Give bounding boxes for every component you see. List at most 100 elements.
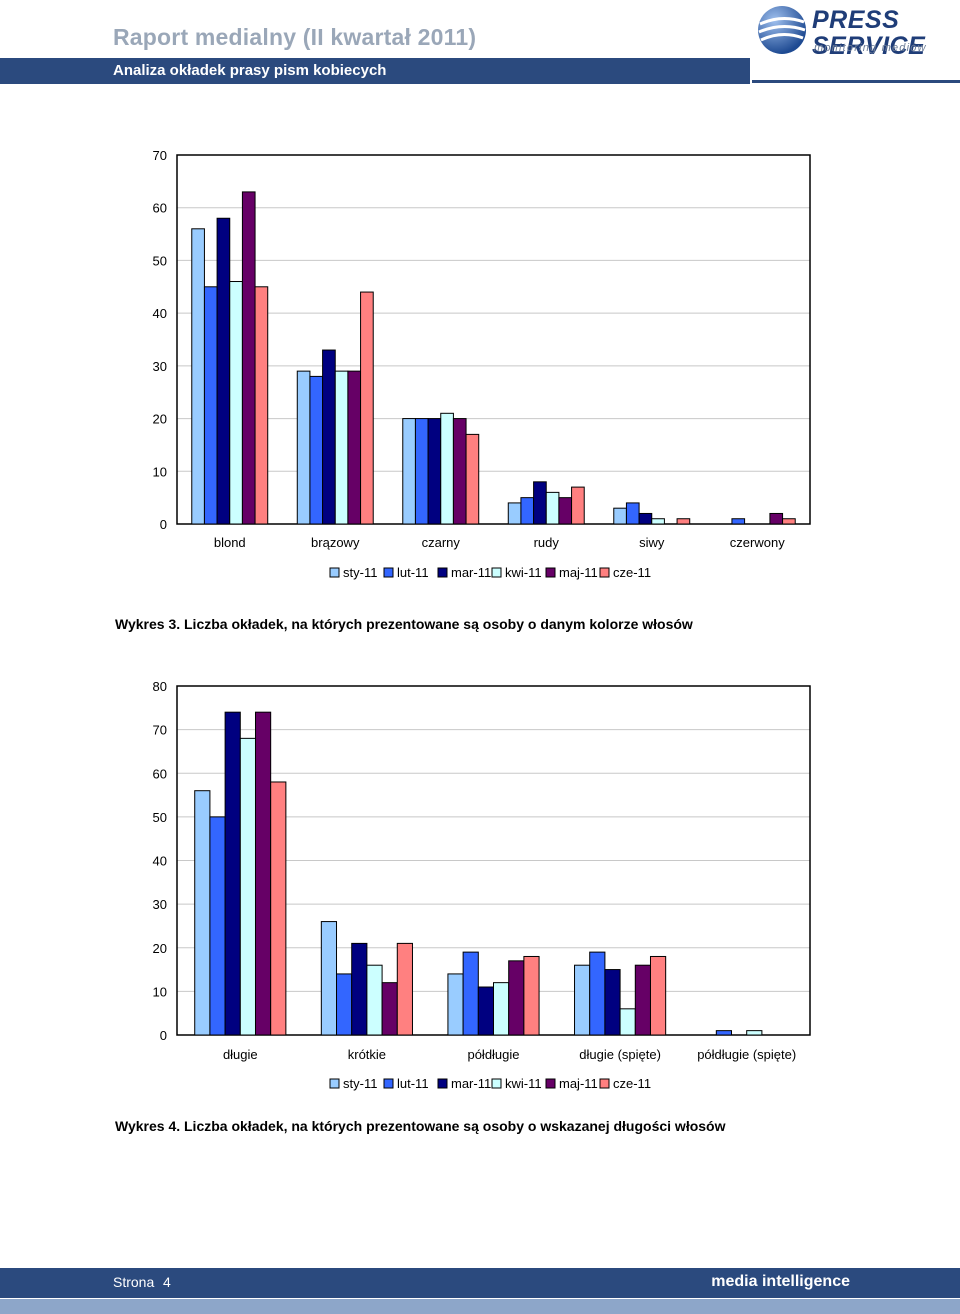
category-label: brązowy — [311, 535, 360, 550]
legend-swatch — [491, 1078, 502, 1089]
bar-maj-11-2 — [508, 960, 525, 1036]
bar-cze-11-1 — [360, 291, 374, 525]
legend-item-sty-11: sty-11 — [329, 565, 377, 580]
logo-wordmark: PRESS SERVICE — [812, 6, 926, 60]
legend-label: cze-11 — [613, 1076, 651, 1091]
bar-sty-11-0 — [194, 790, 211, 1036]
bar-maj-11-2 — [452, 418, 467, 525]
bar-sty-11-4 — [613, 507, 627, 525]
bar-kwi-11-4 — [746, 1030, 763, 1036]
legend-item-maj-11: maj-11 — [545, 1076, 598, 1091]
bar-mar-11-3 — [533, 481, 547, 525]
page-number: 4 — [163, 1274, 171, 1290]
legend-swatch — [329, 1078, 340, 1089]
legend-label: maj-11 — [559, 1076, 598, 1091]
bar-mar-11-0 — [224, 711, 241, 1036]
y-tick-label: 40 — [153, 854, 167, 869]
header-bar: Analiza okładek prasy pism kobiecych — [0, 58, 750, 84]
footer-bar-accent — [0, 1299, 960, 1314]
legend-item-kwi-11: kwi-11 — [491, 565, 542, 580]
chart-caption-hair-color: Wykres 3. Liczba okładek, na których pre… — [115, 616, 693, 632]
category-label: krótkie — [348, 1047, 386, 1062]
legend-label: lut-11 — [397, 565, 429, 580]
y-tick-label: 50 — [153, 253, 167, 268]
legend-label: cze-11 — [613, 565, 651, 580]
bar-maj-11-0 — [254, 711, 272, 1036]
bar-kwi-11-3 — [545, 491, 560, 525]
bar-maj-11-3 — [634, 964, 651, 1036]
bar-cze-11-1 — [396, 942, 413, 1036]
bar-lut-11-5 — [731, 518, 746, 525]
y-tick-label: 70 — [153, 148, 167, 163]
bar-sty-11-3 — [507, 502, 522, 525]
legend-item-cze-11: cze-11 — [599, 565, 651, 580]
category-label: długie (spięte) — [579, 1047, 661, 1062]
legend-label: lut-11 — [397, 1076, 429, 1091]
legend-label: mar-11 — [451, 565, 491, 580]
legend-item-cze-11: cze-11 — [599, 1076, 651, 1091]
y-tick-label: 70 — [153, 723, 167, 738]
legend-label: kwi-11 — [505, 1076, 542, 1091]
legend-item-mar-11: mar-11 — [437, 1076, 491, 1091]
bar-sty-11-3 — [574, 964, 591, 1036]
category-label: rudy — [534, 535, 560, 550]
page-label: Strona — [113, 1274, 155, 1290]
bar-mar-11-2 — [427, 418, 442, 525]
bar-cze-11-4 — [676, 518, 691, 525]
y-tick-label: 30 — [153, 359, 167, 374]
y-tick-label: 60 — [153, 201, 167, 216]
plot-area — [176, 154, 811, 525]
legend-swatch — [491, 567, 502, 578]
legend-swatch — [383, 1078, 394, 1089]
y-tick-label: 50 — [153, 810, 167, 825]
bar-lut-11-4 — [715, 1030, 733, 1036]
y-tick-label: 60 — [153, 766, 167, 781]
legend-swatch — [383, 567, 394, 578]
bar-sty-11-2 — [447, 973, 464, 1036]
bar-cze-11-0 — [254, 286, 269, 525]
bar-lut-11-1 — [336, 973, 353, 1036]
legend-swatch — [329, 567, 340, 578]
legend-item-mar-11: mar-11 — [437, 565, 491, 580]
category-label: czerwony — [730, 535, 785, 550]
legend-swatch — [545, 567, 556, 578]
y-tick-label: 20 — [153, 941, 167, 956]
bar-mar-11-4 — [638, 512, 653, 525]
legend-swatch — [599, 1078, 610, 1089]
bar-lut-11-2 — [414, 418, 429, 525]
category-label: siwy — [639, 535, 665, 550]
bar-cze-11-3 — [649, 955, 667, 1036]
bar-mar-11-0 — [216, 217, 231, 525]
bar-lut-11-3 — [589, 951, 606, 1036]
legend-item-maj-11: maj-11 — [545, 565, 598, 580]
legend-item-lut-11: lut-11 — [383, 1076, 429, 1091]
bar-sty-11-2 — [402, 418, 416, 525]
footer-bar: Strona 4 media intelligence — [0, 1268, 960, 1298]
category-label: blond — [214, 535, 246, 550]
legend-item-kwi-11: kwi-11 — [491, 1076, 542, 1091]
legend-label: sty-11 — [343, 1076, 377, 1091]
bar-lut-11-1 — [309, 375, 324, 525]
hair-color-chart: 0 10 20 30 40 50 60 70 blond brązowy czarny rudy siw… — [153, 148, 811, 580]
press-service-logo: PRESS SERVICE monitoring mediów — [756, 4, 946, 60]
legend-item-sty-11: sty-11 — [329, 1076, 377, 1091]
bar-cze-11-5 — [782, 518, 796, 525]
y-tick-label: 0 — [160, 517, 167, 532]
bar-kwi-11-2 — [440, 412, 454, 525]
bar-cze-11-3 — [571, 486, 585, 525]
bar-mar-11-2 — [477, 986, 495, 1036]
legend-swatch — [437, 567, 448, 578]
logo-tagline: monitoring mediów — [814, 42, 927, 54]
header-bar-accent — [752, 80, 960, 83]
bar-maj-11-0 — [241, 191, 256, 525]
category-label: półdługie (spięte) — [697, 1047, 796, 1062]
bar-cze-11-2 — [465, 433, 480, 525]
bar-sty-11-1 — [320, 921, 338, 1036]
y-tick-label: 40 — [153, 306, 167, 321]
y-tick-label: 20 — [153, 412, 167, 427]
bar-sty-11-1 — [296, 370, 311, 525]
bar-kwi-11-1 — [366, 964, 383, 1036]
bar-maj-11-3 — [558, 497, 573, 525]
bar-cze-11-2 — [523, 955, 540, 1036]
y-tick-label: 0 — [160, 1028, 167, 1043]
